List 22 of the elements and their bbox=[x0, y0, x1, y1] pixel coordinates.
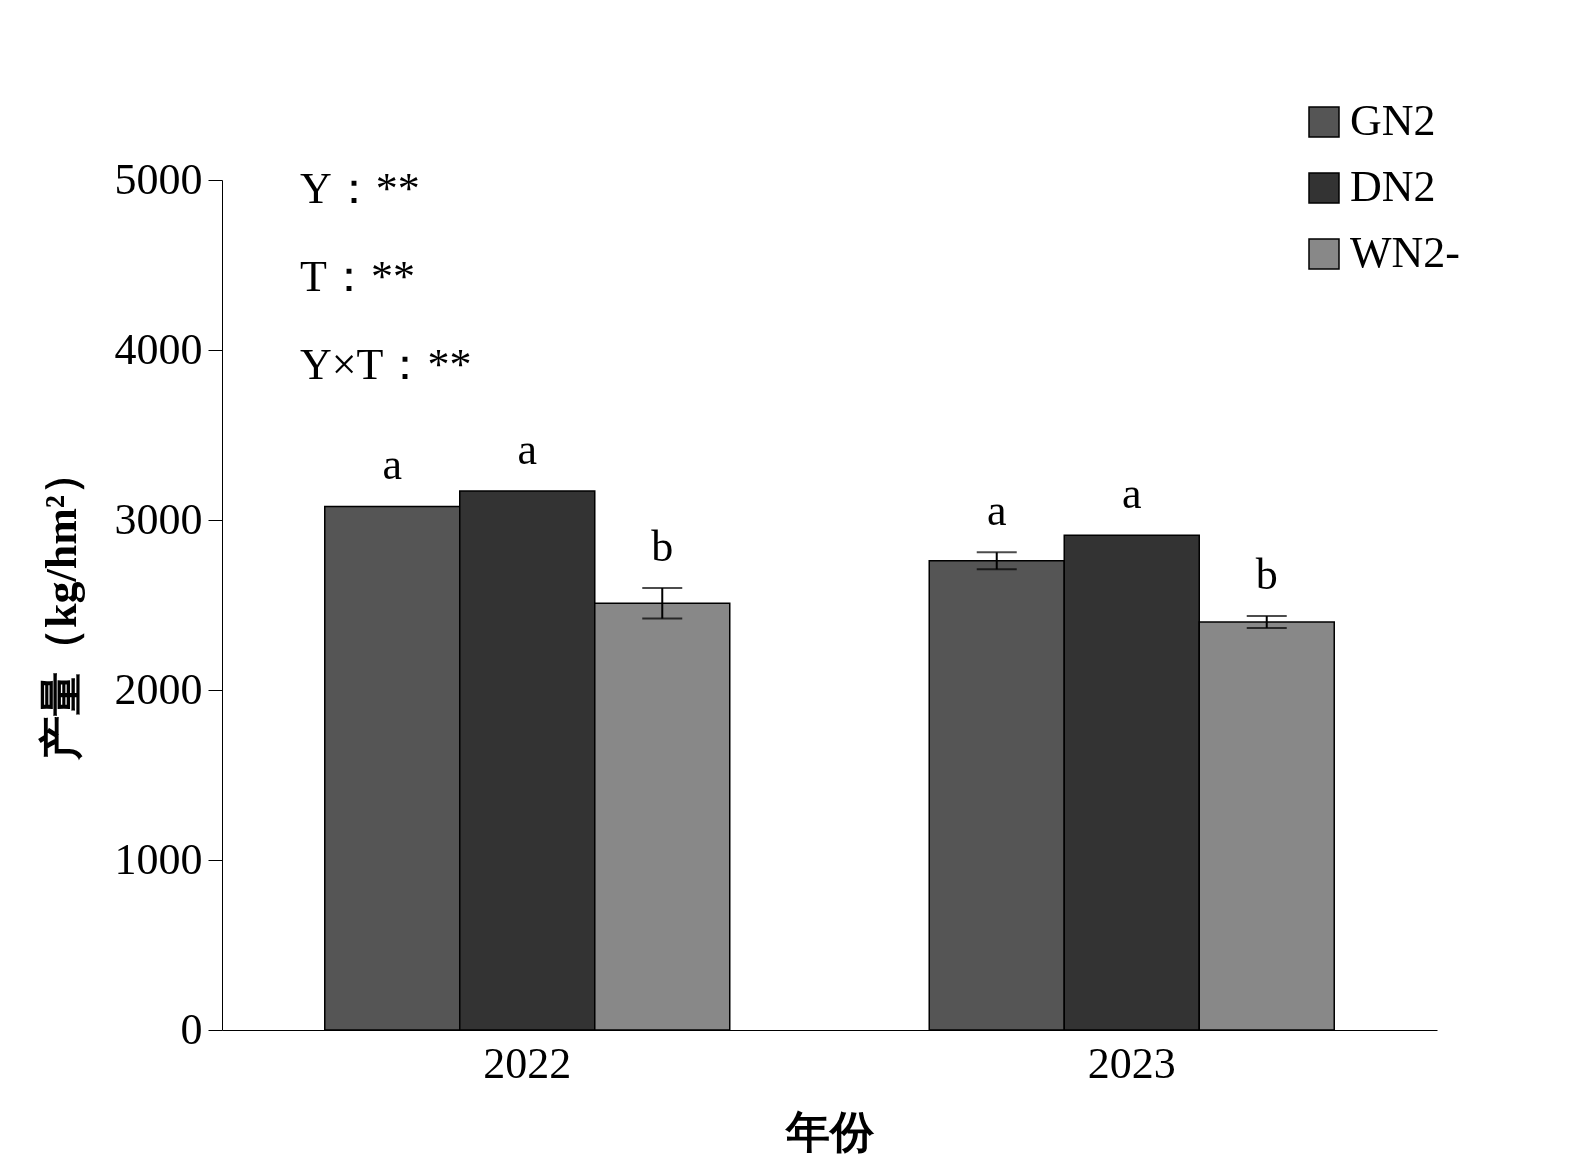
x-axis-title: 年份 bbox=[785, 1107, 875, 1157]
data-label: a bbox=[382, 440, 403, 490]
legend-label: GN2 bbox=[1350, 96, 1436, 145]
data-label: a bbox=[1121, 469, 1142, 519]
y-tick-label: 2000 bbox=[114, 664, 203, 714]
y-axis-title: 产量（kg/hm²） bbox=[36, 450, 86, 762]
y-tick-label: 3000 bbox=[114, 494, 203, 544]
annotation: Y：** bbox=[300, 164, 420, 213]
legend-label: DN2 bbox=[1350, 162, 1436, 211]
y-tick-label: 4000 bbox=[114, 324, 203, 374]
annotation: T：** bbox=[300, 252, 415, 301]
legend-label: WN2- bbox=[1350, 228, 1460, 277]
data-label: a bbox=[986, 486, 1007, 536]
data-label: b bbox=[1255, 550, 1278, 600]
y-tick-label: 1000 bbox=[114, 834, 203, 884]
data-label: b bbox=[651, 522, 674, 571]
x-tick-label: 2023 bbox=[1087, 1038, 1176, 1088]
annotation: Y×T：** bbox=[300, 340, 472, 389]
y-tick-label: 5000 bbox=[114, 154, 203, 204]
y-tick-label: 0 bbox=[180, 1004, 203, 1054]
x-tick-label: 2022 bbox=[483, 1038, 572, 1088]
data-label: a bbox=[517, 425, 538, 475]
